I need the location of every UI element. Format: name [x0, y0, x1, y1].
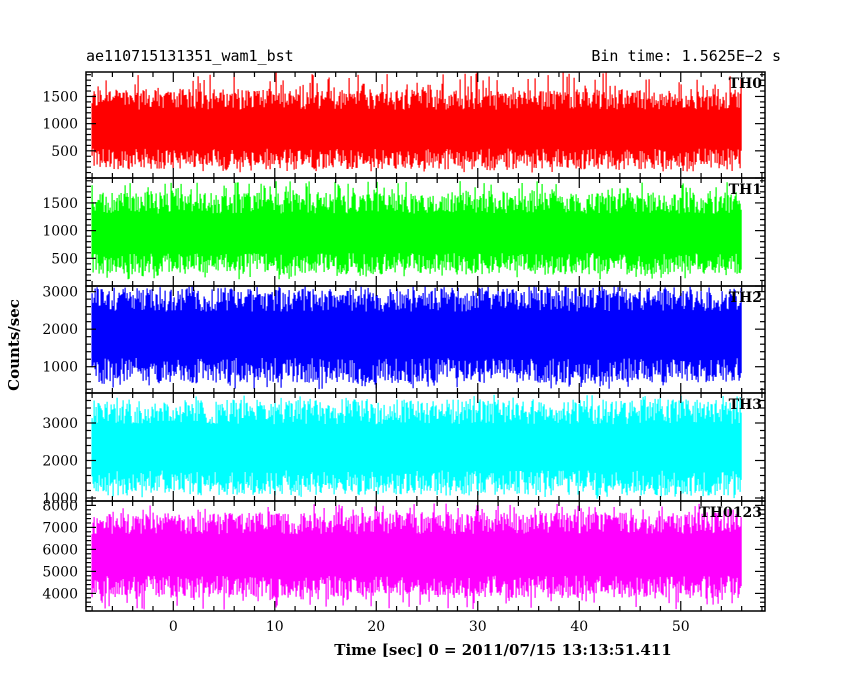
bin-time-label: Bin time: 1.5625E−2 s: [591, 47, 781, 65]
x-tick-label: 30: [469, 619, 487, 635]
x-tick-label: 10: [266, 619, 284, 635]
x-axis-title: Time [sec] 0 = 2011/07/15 13:13:51.411: [334, 641, 671, 659]
y-tick-label: 8000: [42, 498, 78, 514]
y-tick-label: 3000: [42, 416, 78, 432]
series-trace-th1: [91, 181, 742, 280]
y-tick-label: 1000: [42, 117, 78, 133]
y-tick-label: 2000: [42, 454, 78, 470]
y-tick-label: 1500: [42, 89, 78, 105]
x-tick-label: 0: [169, 619, 178, 635]
series-trace-th0: [91, 72, 742, 173]
panel-label: TH1: [729, 182, 762, 198]
panel-label: TH2: [729, 290, 762, 306]
panels-layer: 50010001500TH050010001500TH1100020003000…: [42, 71, 766, 635]
y-tick-label: 1000: [42, 491, 78, 507]
series-trace-th0123: [91, 503, 742, 610]
x-tick-label: 40: [570, 619, 588, 635]
y-axis-title: Counts/sec: [5, 299, 23, 391]
y-tick-label: 1000: [42, 360, 78, 376]
y-tick-label: 3000: [42, 285, 78, 301]
series-trace-th3: [91, 394, 742, 499]
y-tick-label: 7000: [42, 520, 78, 536]
x-tick-label: 20: [367, 619, 385, 635]
x-tick-label: 50: [672, 619, 690, 635]
y-tick-label: 1500: [42, 196, 78, 212]
y-tick-label: 6000: [42, 542, 78, 558]
y-tick-label: 5000: [42, 564, 78, 580]
panel-th0123: 4000 5000 6000 7000 8000 TH0123: [42, 498, 766, 612]
y-tick-label: 500: [51, 144, 78, 160]
chart-title: ae110715131351_wam1_bst: [86, 47, 294, 65]
y-tick-label: 500: [51, 251, 78, 267]
panel-frame: [85, 500, 766, 612]
panel-th2: 1000 2000 3000 TH2: [42, 285, 766, 394]
panel-th1: 500 1000 1500 TH1: [42, 177, 766, 287]
panel-th3: 1000 2000 3000 TH3: [42, 392, 766, 507]
y-tick-label: 2000: [42, 322, 78, 338]
panel-label: TH0123: [699, 505, 762, 521]
panel-label: TH0: [729, 76, 763, 92]
series-trace-th2: [91, 286, 742, 390]
y-tick-label: 1000: [42, 224, 78, 240]
panel-label: TH3: [729, 397, 762, 413]
panel-th0: 500 1000 1500 TH0: [42, 71, 766, 179]
y-tick-label: 4000: [42, 586, 78, 602]
